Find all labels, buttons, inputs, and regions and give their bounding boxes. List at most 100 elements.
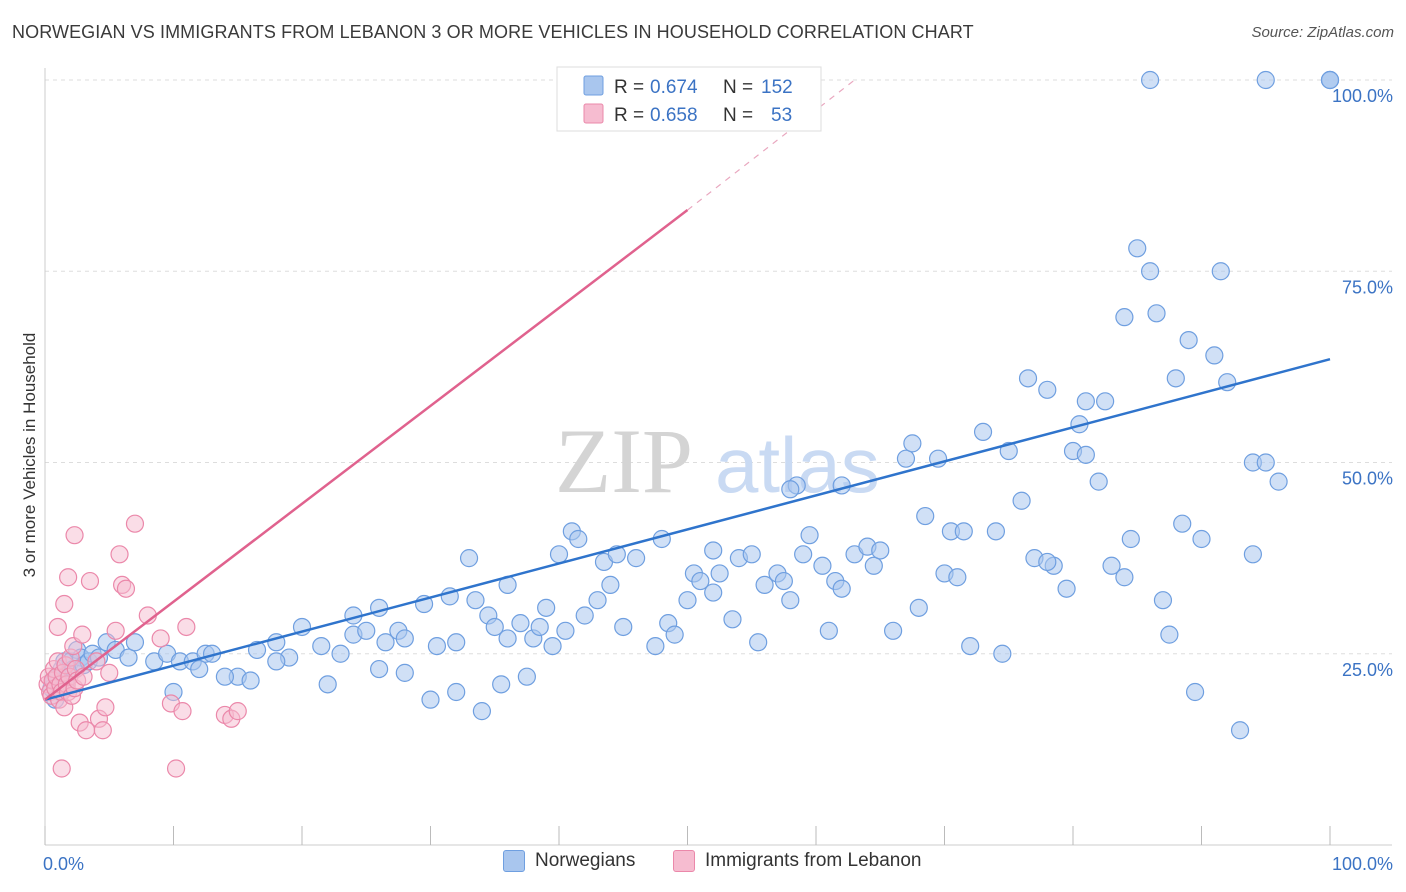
point-norwegians: [800, 526, 819, 545]
point-lebanon: [65, 526, 84, 545]
point-norwegians: [954, 522, 973, 541]
legend-r-label-1: R =: [614, 77, 644, 98]
point-norwegians: [466, 591, 485, 610]
legend-n-label-2: N =: [723, 105, 753, 126]
legend-swatch-pink: [583, 103, 604, 124]
point-norwegians: [1147, 304, 1166, 323]
point-norwegians: [498, 629, 517, 648]
point-norwegians: [1140, 70, 1160, 90]
point-norwegians: [267, 652, 286, 671]
point-norwegians: [549, 545, 569, 564]
watermark-atlas: atlas: [715, 421, 880, 509]
point-lebanon: [73, 625, 92, 644]
point-norwegians: [1173, 514, 1192, 533]
point-norwegians: [1096, 392, 1115, 411]
x-tick-label-min: 0.0%: [43, 854, 84, 874]
point-lebanon: [151, 629, 170, 648]
point-norwegians: [1089, 472, 1108, 491]
point-norwegians: [1115, 568, 1134, 587]
point-norwegians: [472, 702, 491, 721]
point-norwegians: [614, 617, 633, 637]
point-norwegians: [1179, 331, 1198, 350]
legend-swatch-lebanon: [673, 850, 695, 872]
point-lebanon: [80, 571, 100, 591]
legend-swatch-norwegians: [503, 850, 525, 872]
point-norwegians: [1269, 472, 1288, 491]
legend-n-label-1: N =: [723, 77, 753, 98]
point-norwegians: [1076, 392, 1095, 411]
point-norwegians: [710, 564, 729, 583]
source-label: Source: ZipAtlas.com: [1251, 24, 1394, 41]
point-lebanon: [52, 759, 71, 778]
watermark: ZIP atlas: [555, 410, 880, 512]
point-norwegians: [948, 568, 967, 587]
legend-item-lebanon: Immigrants from Lebanon: [673, 850, 922, 872]
point-norwegians: [1012, 491, 1031, 510]
point-lebanon: [59, 568, 78, 587]
point-norwegians: [678, 591, 697, 610]
legend-r-value-2: 0.658: [650, 105, 698, 126]
point-norwegians: [376, 633, 395, 652]
point-norwegians: [794, 545, 813, 564]
x-tick-label-max: 100.0%: [1332, 854, 1393, 874]
trend-lines: [44, 79, 1331, 701]
legend-item-norwegians: Norwegians: [503, 850, 635, 872]
point-norwegians: [774, 571, 793, 591]
stats-legend: R = 0.674 N = 152 R = 0.658 N = 53: [556, 66, 822, 132]
point-norwegians: [588, 591, 607, 610]
point-norwegians: [190, 659, 209, 679]
point-norwegians: [1256, 453, 1275, 472]
point-norwegians: [704, 541, 723, 560]
y-tick-label: 50.0%: [1342, 469, 1393, 489]
point-norwegians: [1057, 579, 1076, 598]
point-norwegians: [973, 422, 993, 441]
point-norwegians: [1121, 529, 1140, 549]
point-lebanon: [166, 759, 186, 778]
point-norwegians: [511, 614, 530, 633]
point-norwegians: [447, 682, 466, 702]
point-norwegians: [916, 506, 935, 526]
y-tick-label: 75.0%: [1342, 277, 1393, 297]
point-norwegians: [646, 636, 665, 656]
point-norwegians: [871, 541, 890, 560]
point-norwegians: [357, 621, 376, 640]
point-norwegians: [1185, 682, 1205, 702]
point-norwegians: [427, 636, 447, 656]
point-norwegians: [742, 545, 761, 564]
point-lebanon: [173, 702, 192, 721]
point-norwegians: [665, 625, 684, 644]
point-norwegians: [1243, 545, 1263, 564]
point-lebanon: [100, 663, 119, 682]
point-norwegians: [723, 610, 742, 629]
point-norwegians: [543, 636, 562, 656]
point-norwegians: [318, 675, 337, 694]
point-norwegians: [1115, 308, 1134, 327]
point-lebanon: [48, 617, 67, 637]
point-norwegians: [241, 671, 260, 690]
point-norwegians: [1140, 262, 1160, 281]
point-norwegians: [556, 621, 575, 640]
point-norwegians: [215, 667, 234, 686]
point-norwegians: [961, 636, 980, 656]
point-norwegians: [119, 648, 138, 667]
point-lebanon: [96, 698, 115, 717]
point-norwegians: [331, 644, 350, 663]
point-norwegians: [125, 633, 145, 652]
point-norwegians: [1128, 239, 1147, 258]
tick-labels: 25.0% 50.0% 75.0% 100.0% 0.0% 100.0%: [43, 86, 1393, 874]
point-norwegians: [691, 571, 710, 591]
point-norwegians: [832, 579, 851, 598]
point-norwegians: [537, 598, 556, 617]
y-tick-label: 25.0%: [1342, 660, 1393, 680]
point-norwegians: [395, 629, 414, 648]
point-norwegians: [1211, 262, 1230, 281]
point-norwegians: [909, 598, 928, 617]
point-norwegians: [1166, 369, 1185, 388]
point-norwegians: [1192, 529, 1211, 549]
point-norwegians: [312, 636, 331, 656]
point-norwegians: [395, 663, 414, 682]
point-norwegians: [819, 621, 838, 640]
legend-label-norwegians: Norwegians: [535, 850, 636, 871]
point-norwegians: [755, 575, 774, 595]
point-norwegians: [492, 675, 511, 694]
